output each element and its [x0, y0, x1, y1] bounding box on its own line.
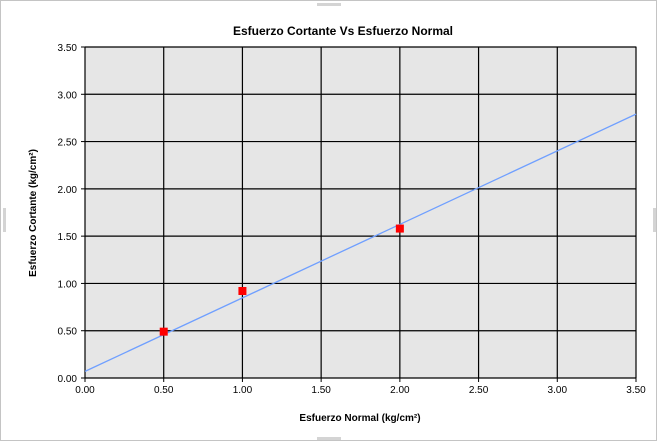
grid	[81, 46, 637, 382]
resize-handle-top[interactable]	[317, 3, 341, 6]
y-tick-label: 3.50	[58, 43, 78, 54]
resize-handle-bottom[interactable]	[317, 437, 341, 440]
y-tick-label: 1.00	[58, 279, 78, 290]
y-tick-label: 0.00	[58, 374, 78, 385]
y-tick-label: 1.50	[58, 232, 78, 243]
trend-line	[84, 113, 637, 372]
resize-handle-right[interactable]	[653, 208, 656, 232]
x-tick-label: 3.00	[548, 385, 568, 396]
x-tick-label: 1.50	[311, 385, 331, 396]
x-tick-label: 0.50	[154, 385, 174, 396]
series	[84, 113, 637, 372]
data-point	[395, 224, 404, 233]
resize-handle-left[interactable]	[3, 208, 6, 232]
x-tick-label: 2.00	[390, 385, 410, 396]
chart-title: Esfuerzo Cortante Vs Esfuerzo Normal	[233, 24, 453, 38]
y-axis-label: Esfuerzo Cortante (kg/cm²)	[28, 149, 39, 277]
plot-area	[84, 46, 637, 379]
x-tick-label: 0.00	[75, 385, 95, 396]
data-point	[238, 286, 247, 295]
x-axis-label: Esfuerzo Normal (kg/cm²)	[299, 413, 420, 424]
data-point	[159, 327, 168, 336]
y-tick-label: 3.00	[58, 90, 78, 101]
x-tick-label: 1.00	[233, 385, 253, 396]
x-tick-label: 2.50	[469, 385, 489, 396]
y-tick-label: 2.50	[58, 138, 78, 149]
x-tick-label: 3.50	[626, 385, 646, 396]
y-tick-label: 0.50	[58, 327, 78, 338]
y-tick-label: 2.00	[58, 185, 78, 196]
tick-labels: 0.00 0.50 1.00 1.50 2.00 2.50 3.00 3.50 0.00 0.50…	[58, 43, 647, 396]
